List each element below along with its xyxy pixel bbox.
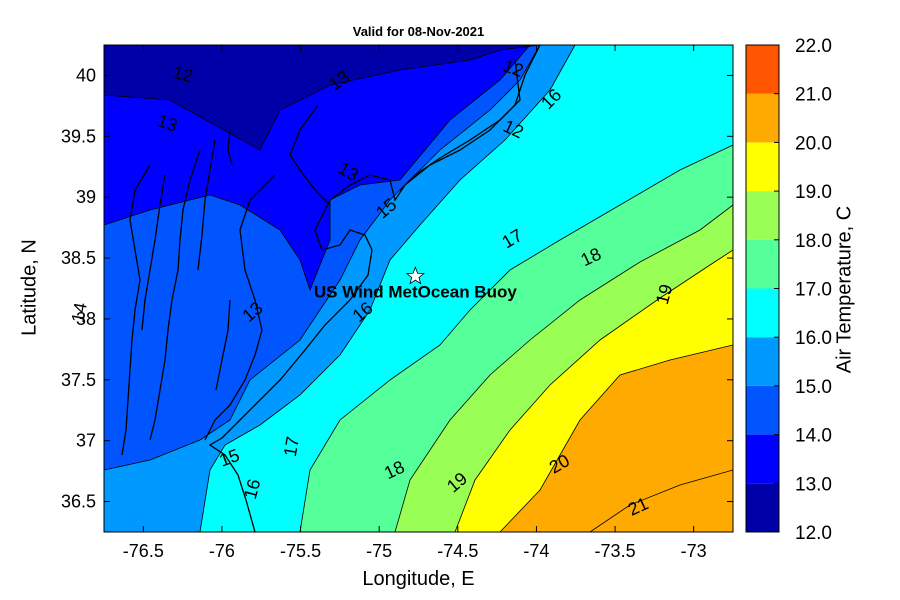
y-tick-label: 38 — [76, 309, 96, 329]
colorbar-tick-label: 20.0 — [795, 133, 832, 154]
colorbar-tick-label: 14.0 — [795, 426, 832, 447]
x-tick-label: -76 — [209, 541, 235, 561]
colorbar-swatch — [746, 483, 779, 532]
colorbar-tick-label: 12.0 — [795, 523, 832, 544]
contour-label-17: 17 — [280, 435, 303, 458]
y-axis-ticks: 36.5 37 37.5 38 38.5 39 39.5 40 — [61, 65, 733, 512]
colorbar-tick-label: 13.0 — [795, 474, 832, 495]
y-tick-label: 39 — [76, 187, 96, 207]
y-tick-label: 36.5 — [61, 492, 96, 512]
colorbar: 12.0 13.0 14.0 15.0 16.0 17.0 18.0 19.0 20.0 21.0… — [745, 36, 832, 544]
x-tick-label: -75.5 — [280, 541, 321, 561]
colorbar-tick-label: 19.0 — [795, 182, 832, 203]
y-tick-label: 39.5 — [61, 126, 96, 146]
isotherm-lines — [104, 45, 733, 532]
colorbar-swatch — [746, 93, 779, 143]
buoy-marker-group: US Wind MetOcean Buoy — [314, 266, 517, 301]
temperature-band-20.0 — [500, 345, 733, 532]
colorbar-swatch — [746, 385, 779, 435]
plot-frame — [103, 44, 734, 533]
plot-title: Valid for 08-Nov-2021 — [352, 24, 485, 39]
x-axis-label: Longitude, E — [362, 568, 475, 590]
y-tick-label: 37 — [76, 431, 96, 451]
colorbar-swatch — [746, 337, 779, 386]
colorbar-swatch — [746, 142, 779, 192]
colorbar-swatch — [746, 45, 779, 94]
colorbar-tick-label: 21.0 — [795, 85, 832, 106]
colorbar-swatch — [746, 191, 779, 240]
contour-label-19: 19 — [652, 282, 677, 307]
x-tick-label: -74.5 — [437, 541, 478, 561]
x-tick-label: -75 — [366, 541, 392, 561]
y-tick-label: 40 — [76, 65, 96, 85]
colorbar-tick-label: 16.0 — [795, 328, 832, 349]
y-tick-label: 38.5 — [61, 248, 96, 268]
buoy-star-icon[interactable] — [405, 266, 425, 285]
contour-label-14: 14 — [68, 301, 91, 324]
contour-fill-layer — [104, 45, 733, 532]
x-tick-label: -74 — [523, 541, 549, 561]
x-tick-label: -76.5 — [123, 541, 164, 561]
colorbar-tick-label: 17.0 — [795, 280, 832, 301]
colorbar-swatch — [746, 288, 779, 338]
colorbar-tick-label: 15.0 — [795, 377, 832, 398]
coastline — [121, 45, 541, 532]
colorbar-tick-label: 22.0 — [795, 36, 832, 57]
x-tick-label: -73 — [681, 541, 707, 561]
colorbar-swatch — [746, 239, 779, 289]
x-tick-label: -73.5 — [595, 541, 636, 561]
colorbar-swatch — [746, 434, 779, 484]
x-axis-ticks: -76.5 -76 -75.5 -75 -74.5 -74 -73.5 -73 — [123, 45, 707, 561]
y-tick-label: 37.5 — [61, 370, 96, 390]
buoy-label: US Wind MetOcean Buoy — [314, 282, 517, 301]
colorbar-tick-label: 18.0 — [795, 231, 832, 252]
